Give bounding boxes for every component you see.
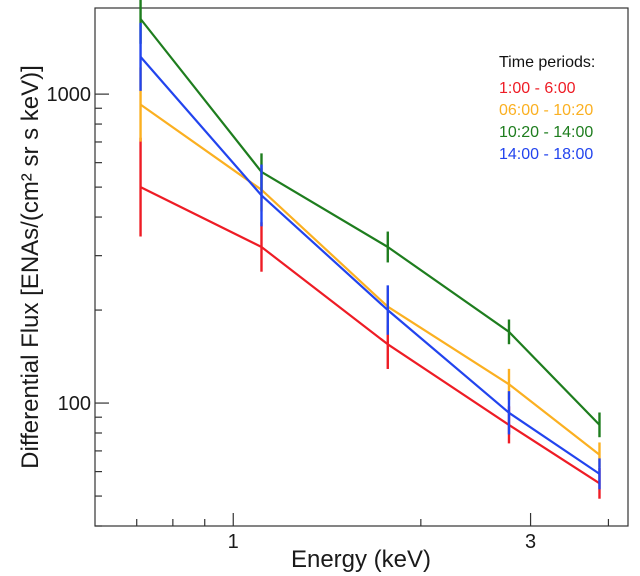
series-line: [139, 56, 601, 475]
legend-entry: 14:00 - 18:00: [499, 146, 593, 163]
y-axis-title: Differential Flux [ENAs/(cm² sr s keV)]: [17, 65, 44, 469]
x-tick-label: 1: [228, 531, 239, 553]
x-axis-title: Energy (keV): [291, 546, 431, 573]
legend-title: Time periods:: [499, 54, 595, 71]
legend-entry: 06:00 - 10:20: [499, 102, 593, 119]
y-tick-label: 1000: [47, 84, 92, 106]
plot-frame: [94, 7, 629, 527]
x-tick-label: 3: [525, 531, 536, 553]
legend: Time periods: 1:00 - 6:00 06:00 - 10:20 10…: [499, 54, 595, 163]
legend-entry: 1:00 - 6:00: [499, 80, 576, 97]
y-axis-ticks: 100 1000: [47, 84, 109, 527]
series-layer: [139, 0, 601, 499]
legend-entry: 10:20 - 14:00: [499, 124, 593, 141]
y-tick-label: 100: [58, 393, 91, 415]
series-line: [140, 186, 601, 485]
